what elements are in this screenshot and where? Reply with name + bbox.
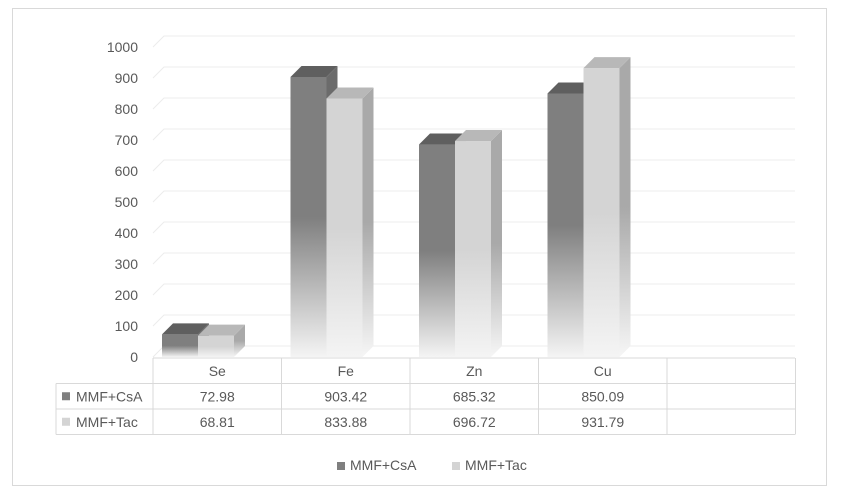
x-tick-label: Se [209,363,226,379]
data-label: 696.72 [453,414,496,430]
x-tick-label: Fe [338,363,355,379]
table-series-label: MMF+CsA [76,388,143,404]
data-label: 833.88 [324,414,367,430]
bar-cu-1 [583,57,631,357]
bar-top [419,133,466,145]
data-label: 685.32 [453,388,496,404]
bar-front [419,144,455,357]
bar-side [491,130,502,357]
bar-top [583,57,631,69]
bar-front [547,93,584,357]
bar-top [162,323,209,335]
bar-se-1 [198,324,245,357]
legend: MMF+CsA MMF+Tac [337,457,527,473]
bar-front [198,335,234,357]
bar-side [619,57,631,357]
y-tick-label: 500 [115,194,139,210]
bar-top [326,87,374,99]
x-tick-label: Zn [466,363,482,379]
y-axis-tick-labels: 0 100 200 300 400 500 600 700 800 900 1000 [107,39,138,365]
data-label: 68.81 [200,414,235,430]
bar-top [290,65,338,77]
data-label: 72.98 [200,388,235,404]
y-tick-label: 100 [115,318,139,334]
y-tick-label: 400 [115,225,139,241]
legend-label: MMF+Tac [465,457,527,473]
gridline [152,97,795,110]
table-series-label: MMF+Tac [76,414,138,430]
x-tick-label: Cu [594,363,612,379]
legend-item: MMF+Tac [452,457,527,473]
bar-front [290,76,327,358]
bar-front [162,334,198,357]
y-tick-label: 1000 [107,39,138,55]
y-tick-label: 600 [115,163,139,179]
bar-side [362,87,374,358]
legend-item: MMF+CsA [337,457,417,473]
gridline [152,66,795,79]
y-tick-label: 300 [115,256,139,272]
legend-swatch [337,462,345,470]
y-tick-label: 900 [115,70,139,86]
bar-fe-0 [290,65,338,358]
data-table: Se Fe Zn Cu MMF+CsA 72.98 903.42 685.32 850.09 MM… [55,357,796,435]
bar-front [583,68,620,357]
bar-zn-1 [455,130,502,357]
bars [162,57,631,358]
bar-front [455,141,491,357]
bar-top [198,324,245,336]
legend-swatch [452,462,460,470]
data-label: 850.09 [581,388,624,404]
y-tick-label: 0 [130,349,138,365]
legend-label: MMF+CsA [350,457,417,473]
y-tick-label: 200 [115,287,139,303]
bar-top [547,82,595,94]
data-label: 903.42 [324,388,367,404]
bar-front [326,98,363,358]
gridline [152,35,795,48]
bar-fe-1 [326,87,374,358]
table-legend-key [62,392,70,401]
bar-side [234,324,245,357]
data-label: 931.79 [581,414,624,430]
y-tick-label: 700 [115,132,139,148]
y-tick-label: 800 [115,101,139,117]
bar-top [455,130,502,142]
table-legend-key [62,417,70,426]
